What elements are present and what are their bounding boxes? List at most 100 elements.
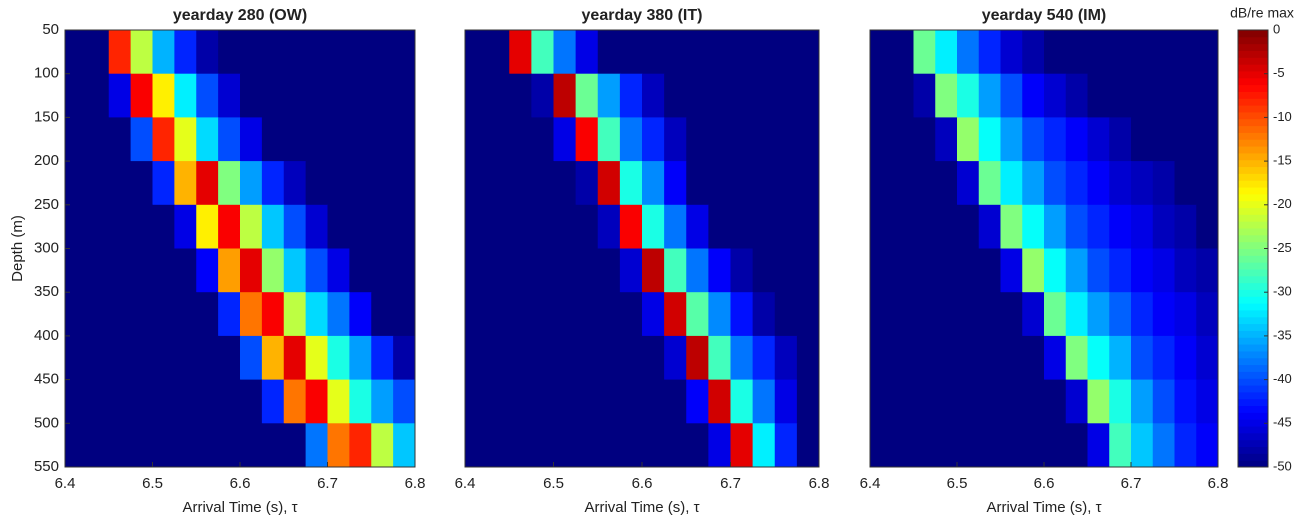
heatmap-cell	[1065, 248, 1088, 293]
heatmap-cell	[218, 335, 241, 381]
heatmap-cell	[349, 204, 372, 249]
heatmap-cell	[196, 117, 219, 162]
y-tick-label: 500	[34, 414, 59, 431]
heatmap-cell	[935, 30, 958, 75]
heatmap-cell	[465, 117, 488, 162]
chart-title: yearday 380 (IT)	[582, 7, 703, 24]
heatmap-cell	[1109, 379, 1132, 424]
heatmap-cell	[393, 204, 416, 249]
heatmap-cell	[371, 204, 394, 249]
colorbar-swatch	[1238, 214, 1268, 222]
heatmap-cell	[774, 204, 798, 249]
heatmap-cell	[1087, 248, 1110, 293]
heatmap-cell	[935, 335, 958, 381]
heatmap-cell	[1196, 423, 1219, 468]
heatmap-cell	[686, 335, 709, 381]
colorbar-swatch	[1238, 453, 1268, 461]
heatmap-cell	[1196, 204, 1219, 249]
heatmap-cell	[487, 30, 510, 75]
heatmap-cell	[796, 30, 820, 75]
heatmap-cell	[130, 248, 153, 293]
colorbar-swatch	[1238, 323, 1268, 331]
heatmap-cell	[327, 248, 350, 293]
heatmap-cell	[174, 204, 197, 249]
heatmap-cell	[1174, 423, 1197, 468]
heatmap-cell	[130, 423, 153, 468]
heatmap-cell	[708, 379, 731, 424]
heatmap-cell	[796, 73, 820, 118]
heatmap-cell	[575, 248, 599, 293]
heatmap-cell	[487, 423, 510, 468]
heatmap-cell	[575, 161, 599, 206]
heatmap-cell	[174, 292, 197, 337]
colorbar-tick-label: -45	[1273, 415, 1292, 430]
heatmap-cell	[487, 117, 510, 162]
heatmap-cell	[465, 379, 488, 424]
colorbar-label: dB/re max	[1230, 5, 1294, 21]
heatmap-cell	[509, 117, 532, 162]
heatmap-cell	[642, 335, 665, 381]
heatmap-cell	[553, 30, 577, 75]
heatmap-cell	[978, 30, 1001, 75]
heatmap-cell	[752, 204, 776, 249]
heatmap-cell	[686, 423, 709, 468]
heatmap-cell	[935, 73, 958, 118]
heatmap-cell	[1196, 248, 1219, 293]
heatmap-cell	[1065, 30, 1088, 75]
heatmap-cell	[1022, 335, 1045, 381]
heatmap-cell	[664, 161, 687, 206]
heatmap-cell	[1044, 204, 1067, 249]
heatmap-cell	[240, 248, 263, 293]
heatmap-cell	[664, 117, 687, 162]
heatmap-cell	[130, 292, 153, 337]
colorbar-swatch	[1238, 405, 1268, 413]
heatmap-cell	[1131, 423, 1154, 468]
heatmap-cell	[1131, 204, 1154, 249]
heatmap-cell	[327, 379, 350, 424]
heatmap-cell	[935, 161, 958, 206]
heatmap-cell	[1109, 204, 1132, 249]
heatmap-cell	[1174, 73, 1197, 118]
heatmap-cell	[575, 117, 599, 162]
heatmap-cell	[891, 292, 914, 337]
heatmap-cell	[349, 30, 372, 75]
heatmap-cell	[108, 335, 132, 381]
heatmap-cell	[978, 73, 1001, 118]
colorbar-swatch	[1238, 446, 1268, 454]
heatmap-cell	[957, 292, 980, 337]
heatmap-cell	[796, 335, 820, 381]
colorbar-swatch	[1238, 187, 1268, 195]
heatmap-cell	[1196, 30, 1219, 75]
heatmap-cell	[1044, 161, 1067, 206]
chart-title: yearday 540 (IM)	[982, 7, 1107, 24]
heatmap-cell	[393, 423, 416, 468]
heatmap-cell	[619, 335, 643, 381]
heatmap-cell	[509, 30, 532, 75]
heatmap-cell	[752, 423, 776, 468]
colorbar-tick-label: -25	[1273, 240, 1292, 255]
heatmap-cell	[1087, 30, 1110, 75]
heatmap-cell	[796, 248, 820, 293]
heatmap-cell	[531, 73, 554, 118]
heatmap-cell	[870, 117, 893, 162]
heatmap-cell	[870, 335, 893, 381]
heatmap-cell	[686, 248, 709, 293]
heatmap-cell	[371, 161, 394, 206]
heatmap-cell	[130, 335, 153, 381]
y-tick-label: 200	[34, 152, 59, 169]
heatmap-cell	[1131, 379, 1154, 424]
heatmap-cell	[752, 292, 776, 337]
heatmap-cell	[553, 292, 577, 337]
heatmap-cell	[240, 423, 263, 468]
heatmap-cell	[196, 335, 219, 381]
heatmap-cell	[642, 30, 665, 75]
heatmap-cell	[642, 117, 665, 162]
heatmap-cell	[1022, 161, 1045, 206]
heatmap-cell	[774, 73, 798, 118]
heatmap-cell	[218, 379, 241, 424]
heatmap-cell	[283, 248, 307, 293]
heatmap-cell	[152, 248, 175, 293]
heatmap-cell	[913, 335, 936, 381]
heatmap-cell	[465, 30, 488, 75]
heatmap-cell	[1109, 117, 1132, 162]
